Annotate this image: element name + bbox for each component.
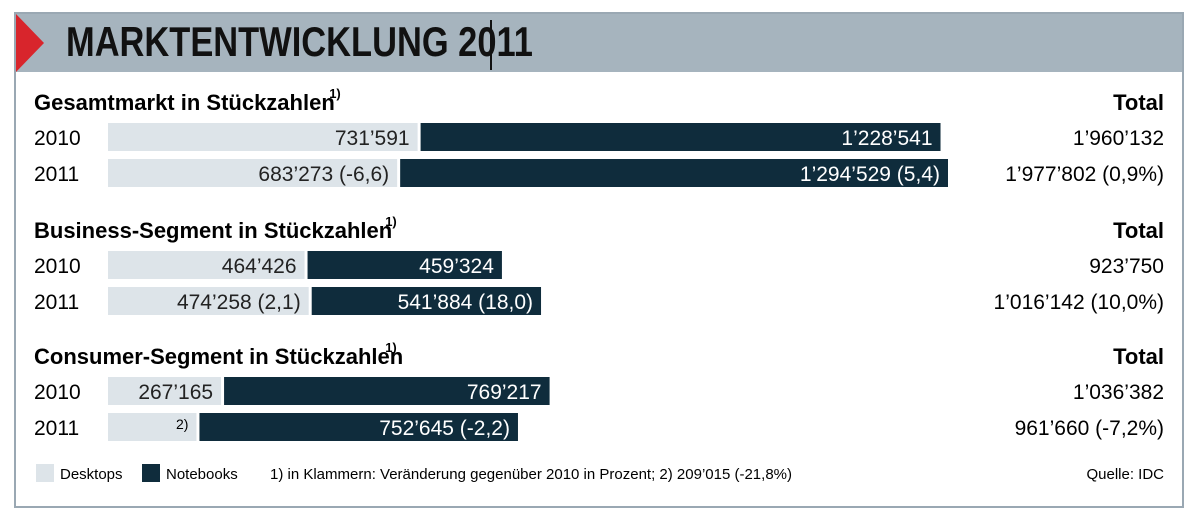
bar-notebooks (199, 413, 518, 441)
source-label: Quelle: IDC (1086, 466, 1164, 483)
section-title-1: Gesamtmarkt in Stückzahlen (34, 90, 335, 115)
legend-notebooks-label: Notebooks (166, 466, 238, 483)
row-total: 1’036’382 (1073, 381, 1164, 404)
section-title-sup-3: 1) (385, 340, 397, 355)
bar-desktops (108, 251, 305, 279)
footnote: 1) in Klammern: Veränderung gegenüber 20… (270, 466, 792, 483)
bar-desktops (108, 413, 197, 441)
row-total: 923’750 (1089, 255, 1164, 278)
bar-notebooks (400, 159, 948, 187)
year-label: 2010 (34, 381, 81, 404)
bar-notebooks (307, 251, 502, 279)
section-title-sup-2: 1) (385, 214, 397, 229)
total-header-2: Total (1113, 218, 1164, 243)
bar-desktops (108, 287, 309, 315)
total-header-1: Total (1113, 90, 1164, 115)
total-header-3: Total (1113, 344, 1164, 369)
row-total: 1’977’802 (0,9%) (1005, 163, 1164, 186)
row-total: 1’960’132 (1073, 127, 1164, 150)
row-total: 961’660 (-7,2%) (1015, 417, 1164, 440)
bar-desktops (108, 159, 398, 187)
bar-notebooks-label: 459’324 (419, 255, 494, 278)
red-arrow-icon (16, 14, 44, 72)
legend-desktops-label: Desktops (60, 466, 123, 483)
row-total: 1’016’142 (10,0%) (994, 291, 1164, 314)
section-title-3: Consumer-Segment in Stückzahlen (34, 344, 403, 369)
bar-desktops-label: 2) (176, 416, 188, 432)
bar-desktops-label: 683’273 (-6,6) (258, 163, 389, 186)
bar-notebooks (311, 287, 542, 315)
year-label: 2010 (34, 127, 81, 150)
chart-title: MARKTENTWICKLUNG 2011 (66, 18, 533, 65)
section-title-sup-1: 1) (329, 86, 341, 101)
legend-desktops-swatch (36, 464, 54, 482)
bar-notebooks-label: 1’228’541 (841, 127, 932, 150)
year-label: 2010 (34, 255, 81, 278)
bar-notebooks-label: 752’645 (-2,2) (379, 417, 510, 440)
bar-desktops (108, 377, 222, 405)
bar-desktops-label: 267’165 (138, 381, 213, 404)
bar-notebooks (224, 377, 550, 405)
bar-notebooks-label: 541’884 (18,0) (398, 291, 533, 314)
bar-desktops-label: 731’591 (335, 127, 410, 150)
bar-notebooks (420, 123, 941, 151)
bar-notebooks-label: 1’294’529 (5,4) (800, 163, 940, 186)
bar-desktops (108, 123, 418, 151)
title-divider (490, 20, 492, 70)
legend-notebooks-swatch (142, 464, 160, 482)
chart-header: MARKTENTWICKLUNG 2011 (16, 14, 1182, 72)
year-label: 2011 (34, 417, 79, 440)
bar-desktops-label: 464’426 (222, 255, 297, 278)
section-title-2: Business-Segment in Stückzahlen (34, 218, 392, 243)
bar-desktops-label: 474’258 (2,1) (177, 291, 301, 314)
year-label: 2011 (34, 163, 79, 186)
year-label: 2011 (34, 291, 79, 314)
bar-notebooks-label: 769’217 (467, 381, 542, 404)
